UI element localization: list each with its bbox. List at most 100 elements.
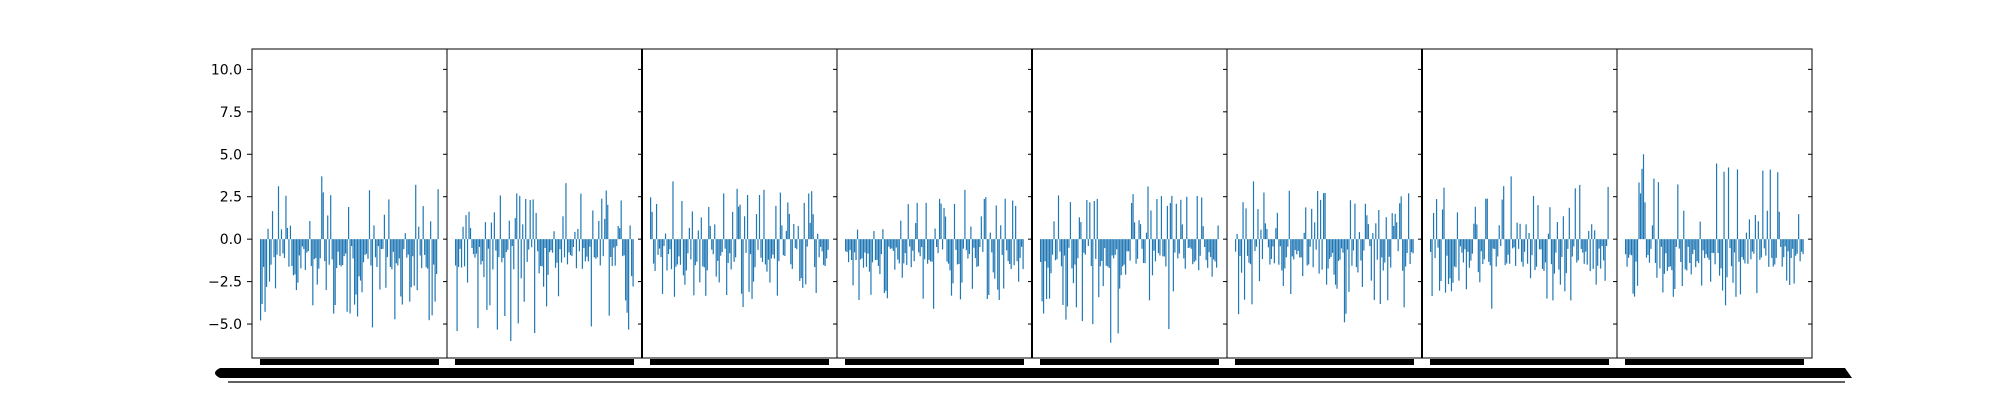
bar	[584, 239, 586, 262]
bar	[965, 239, 968, 251]
bar	[1387, 239, 1389, 301]
bar	[802, 239, 804, 288]
bar	[732, 211, 734, 240]
bar	[1465, 239, 1467, 290]
bar	[1136, 239, 1139, 259]
bar	[1352, 239, 1355, 251]
bar	[1671, 239, 1673, 271]
bar	[1669, 239, 1671, 267]
bar	[1018, 239, 1020, 282]
bar	[1556, 222, 1558, 240]
bar	[1095, 239, 1097, 259]
bar	[1492, 239, 1494, 249]
bar	[1072, 239, 1075, 284]
bar	[1409, 239, 1411, 265]
bar	[1662, 239, 1664, 293]
bar	[1358, 232, 1360, 240]
bar	[415, 184, 417, 240]
bar	[1491, 239, 1493, 309]
bar	[325, 239, 327, 291]
bar	[1117, 239, 1119, 334]
bar	[1320, 199, 1322, 240]
bar	[339, 239, 341, 266]
bar	[395, 239, 397, 264]
bar	[1541, 239, 1544, 269]
bar	[1372, 233, 1374, 240]
bar	[1464, 239, 1466, 250]
bar	[342, 239, 344, 266]
bar	[1248, 239, 1250, 263]
bar	[401, 239, 403, 305]
bar	[666, 239, 668, 271]
bar	[626, 239, 628, 313]
bar	[766, 239, 768, 272]
bar	[1506, 239, 1508, 264]
bar	[367, 239, 369, 259]
bar	[1467, 239, 1469, 252]
bar	[1243, 239, 1246, 300]
bar	[1648, 239, 1651, 263]
bar	[319, 239, 321, 259]
bar	[868, 239, 871, 272]
bar	[861, 239, 863, 259]
bar	[419, 239, 421, 256]
bar	[862, 239, 865, 268]
bar	[1639, 193, 1642, 240]
bar	[475, 239, 478, 254]
bar	[1000, 225, 1002, 240]
bar	[934, 228, 936, 240]
bar	[1370, 239, 1372, 281]
bar	[277, 186, 280, 240]
bar	[1077, 239, 1079, 259]
bar	[265, 239, 268, 287]
bar	[726, 239, 728, 296]
bar	[700, 217, 702, 240]
x-tick-labels-block	[260, 359, 439, 365]
bar	[1240, 239, 1243, 273]
bar	[282, 239, 284, 254]
bar	[1171, 195, 1173, 240]
bar	[1382, 239, 1384, 271]
bar	[1394, 213, 1396, 240]
bar	[937, 239, 939, 254]
bar	[286, 227, 289, 240]
bar	[1771, 239, 1773, 258]
bar	[1087, 239, 1089, 246]
bar	[1730, 239, 1733, 267]
bar	[1193, 239, 1195, 262]
bar	[1780, 239, 1782, 247]
bar	[1090, 239, 1092, 267]
bar	[1757, 221, 1759, 240]
bar	[1705, 239, 1707, 255]
bar	[605, 190, 607, 240]
bar	[1242, 202, 1244, 240]
bar	[909, 239, 911, 247]
bar	[1718, 239, 1721, 276]
bar	[1653, 178, 1655, 240]
bar	[691, 211, 693, 240]
bar	[1214, 239, 1216, 262]
bar	[1494, 239, 1496, 250]
bar	[941, 239, 944, 250]
bar	[1546, 239, 1548, 299]
bar	[1074, 239, 1076, 265]
bar	[300, 239, 302, 269]
bar	[703, 239, 705, 268]
bar	[962, 239, 965, 249]
bar	[1677, 184, 1679, 240]
bar	[330, 195, 332, 240]
bar	[740, 239, 743, 294]
bar	[712, 239, 714, 255]
bar	[1574, 188, 1576, 240]
bar	[797, 226, 799, 240]
bar	[356, 239, 359, 317]
x-tick-labels-block	[845, 359, 1024, 365]
bar	[1701, 239, 1703, 286]
bar	[717, 239, 719, 261]
bar	[1562, 216, 1564, 240]
bar	[773, 239, 775, 259]
bar	[1549, 207, 1551, 240]
bar	[1107, 239, 1109, 267]
bar	[496, 239, 498, 330]
